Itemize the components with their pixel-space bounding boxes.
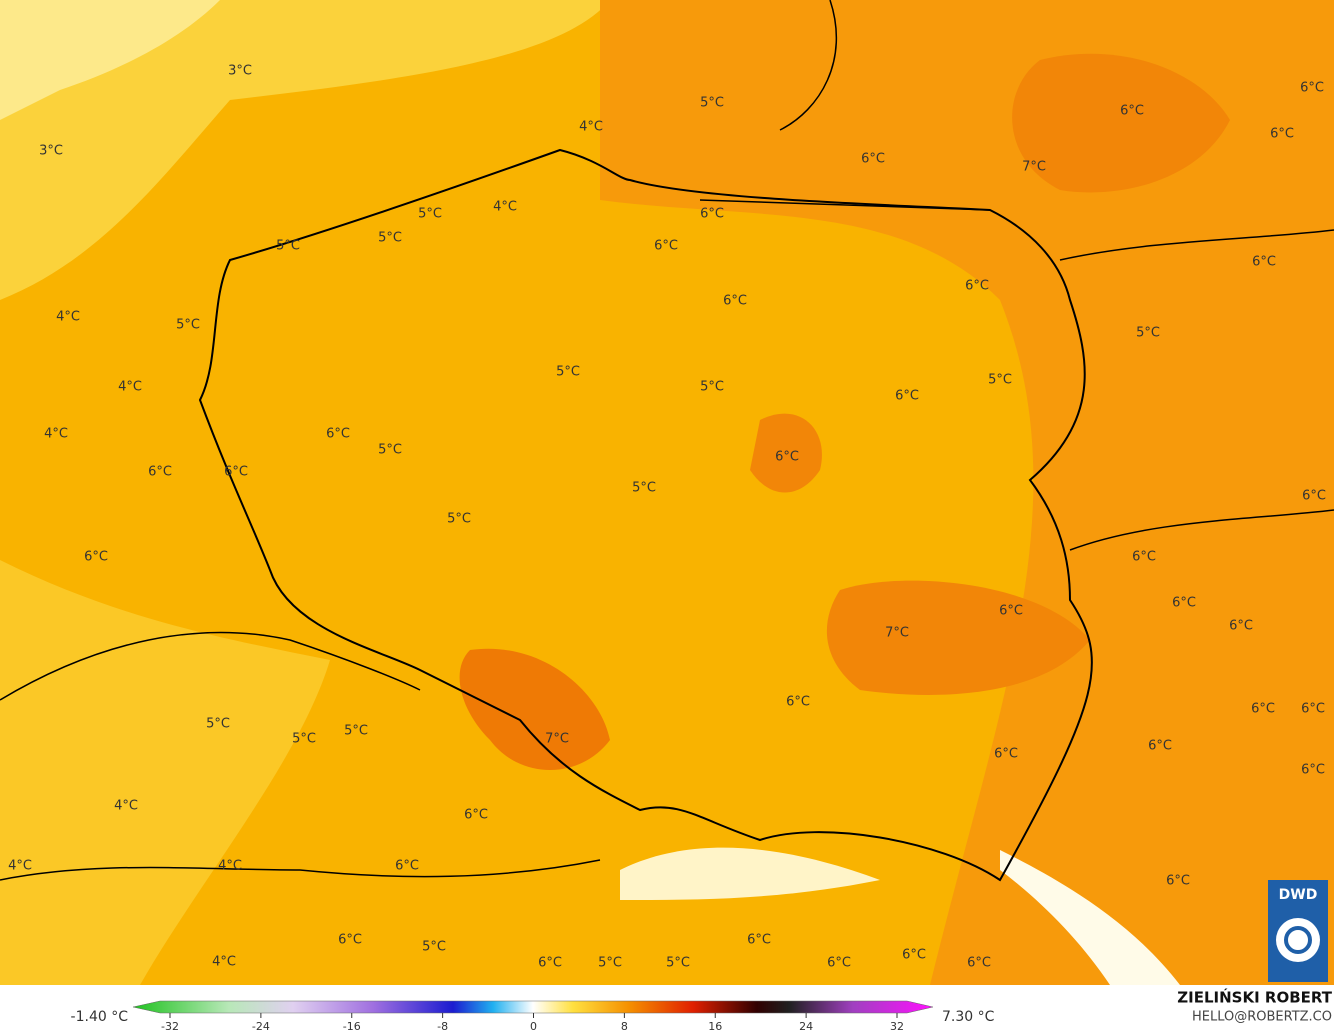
temperature-label: 6°C — [338, 933, 362, 948]
colorbar-tick-label: -8 — [437, 1020, 448, 1033]
temperature-label: 7°C — [545, 732, 569, 747]
temperature-label: 6°C — [999, 604, 1023, 619]
hot-zone — [459, 648, 610, 770]
country-border — [0, 0, 1334, 881]
temperature-label: 5°C — [1136, 326, 1160, 341]
temperature-label: 3°C — [39, 144, 63, 159]
temperature-label: 6°C — [861, 152, 885, 167]
temperature-label: 6°C — [464, 808, 488, 823]
temperature-label: 4°C — [218, 859, 242, 874]
colorbar-max: 7.30 °C — [942, 1009, 995, 1025]
temperature-label: 5°C — [700, 380, 724, 395]
temperature-label: 5°C — [378, 443, 402, 458]
temperature-label: 6°C — [1229, 619, 1253, 634]
temperature-label: 6°C — [1148, 739, 1172, 754]
temperature-label: 6°C — [538, 956, 562, 971]
temperature-label: 4°C — [118, 380, 142, 395]
colorbar-tick-label: 8 — [621, 1020, 628, 1033]
temperature-label: 5°C — [988, 373, 1012, 388]
temperature-label: 5°C — [292, 732, 316, 747]
temperature-label: 6°C — [1300, 81, 1324, 96]
temperature-label: 5°C — [422, 940, 446, 955]
temperature-label: 6°C — [723, 294, 747, 309]
mountain-zone — [620, 847, 880, 900]
temperature-label: 6°C — [775, 450, 799, 465]
temperature-label: 6°C — [902, 948, 926, 963]
temperature-label: 6°C — [1270, 127, 1294, 142]
hot-zone — [826, 580, 1090, 695]
temperature-label: 6°C — [827, 956, 851, 971]
mountain-zone — [1000, 850, 1180, 985]
temperature-label: 5°C — [700, 96, 724, 111]
temperature-label: 6°C — [1301, 702, 1325, 717]
temperature-label: 6°C — [747, 933, 771, 948]
temperature-label: 6°C — [1302, 489, 1326, 504]
hot-zone — [1012, 53, 1230, 193]
temperature-label: 4°C — [579, 120, 603, 135]
temperature-label: 6°C — [786, 695, 810, 710]
hot-zone — [750, 413, 822, 493]
temperature-label: 6°C — [965, 279, 989, 294]
temperature-label: 6°C — [148, 465, 172, 480]
colorbar-tick-label: 32 — [890, 1020, 904, 1033]
colorbar-tick-label: 16 — [708, 1020, 722, 1033]
poland-border — [198, 148, 1093, 882]
temperature-label: 5°C — [447, 512, 471, 527]
temperature-label: 7°C — [1022, 160, 1046, 175]
colorbar-tick-label: -24 — [252, 1020, 270, 1033]
colorbar-tick-label: 0 — [530, 1020, 537, 1033]
temperature-label: 5°C — [378, 231, 402, 246]
cool-zone — [0, 560, 330, 985]
temperature-label: 6°C — [700, 207, 724, 222]
temperature-label: 6°C — [395, 859, 419, 874]
temperature-label: 6°C — [1120, 104, 1144, 119]
temperature-label: 6°C — [1132, 550, 1156, 565]
colorbar-tick-label: 24 — [799, 1020, 813, 1033]
temperature-label: 6°C — [994, 747, 1018, 762]
temperature-label: 4°C — [56, 310, 80, 325]
temperature-label: 5°C — [666, 956, 690, 971]
temperature-label: 5°C — [344, 724, 368, 739]
logo-text: DWD — [1279, 887, 1318, 903]
temperature-label: 5°C — [556, 365, 580, 380]
temperature-label: 4°C — [114, 799, 138, 814]
temperature-label: 6°C — [1251, 702, 1275, 717]
temperature-label: 4°C — [44, 427, 68, 442]
colorbar — [132, 1000, 934, 1014]
temperature-label: 6°C — [967, 956, 991, 971]
temperature-label: 5°C — [418, 207, 442, 222]
contact: HELLO@ROBERTZ.CO — [1192, 1010, 1332, 1025]
temperature-label: 5°C — [598, 956, 622, 971]
colorbar-min: -1.40 °C — [71, 1009, 129, 1025]
temperature-label: 4°C — [212, 955, 236, 970]
temperature-label: 6°C — [224, 465, 248, 480]
temperature-label: 6°C — [84, 550, 108, 565]
temperature-label: 5°C — [632, 481, 656, 496]
cold-zone — [0, 0, 220, 120]
colorbar-tick-label: -32 — [161, 1020, 179, 1033]
temperature-label: 5°C — [276, 239, 300, 254]
author: ZIELIŃSKI ROBERT — [1177, 988, 1332, 1007]
temperature-label: 4°C — [493, 200, 517, 215]
temperature-label: 7°C — [885, 626, 909, 641]
temperature-label: 6°C — [895, 389, 919, 404]
logo-circle — [1276, 918, 1320, 962]
temperature-label: 5°C — [206, 717, 230, 732]
temperature-label: 6°C — [1166, 874, 1190, 889]
temperature-label: 5°C — [176, 318, 200, 333]
temperature-label: 4°C — [8, 859, 32, 874]
temperature-label: 6°C — [1172, 596, 1196, 611]
temperature-label: 6°C — [654, 239, 678, 254]
colorbar-tick-label: -16 — [343, 1020, 361, 1033]
logo-swirl — [1284, 926, 1312, 954]
cool-zone — [0, 0, 610, 300]
temperature-label: 6°C — [326, 427, 350, 442]
temperature-label: 6°C — [1252, 255, 1276, 270]
temperature-label: 3°C — [228, 64, 252, 79]
temperature-label: 6°C — [1301, 763, 1325, 778]
